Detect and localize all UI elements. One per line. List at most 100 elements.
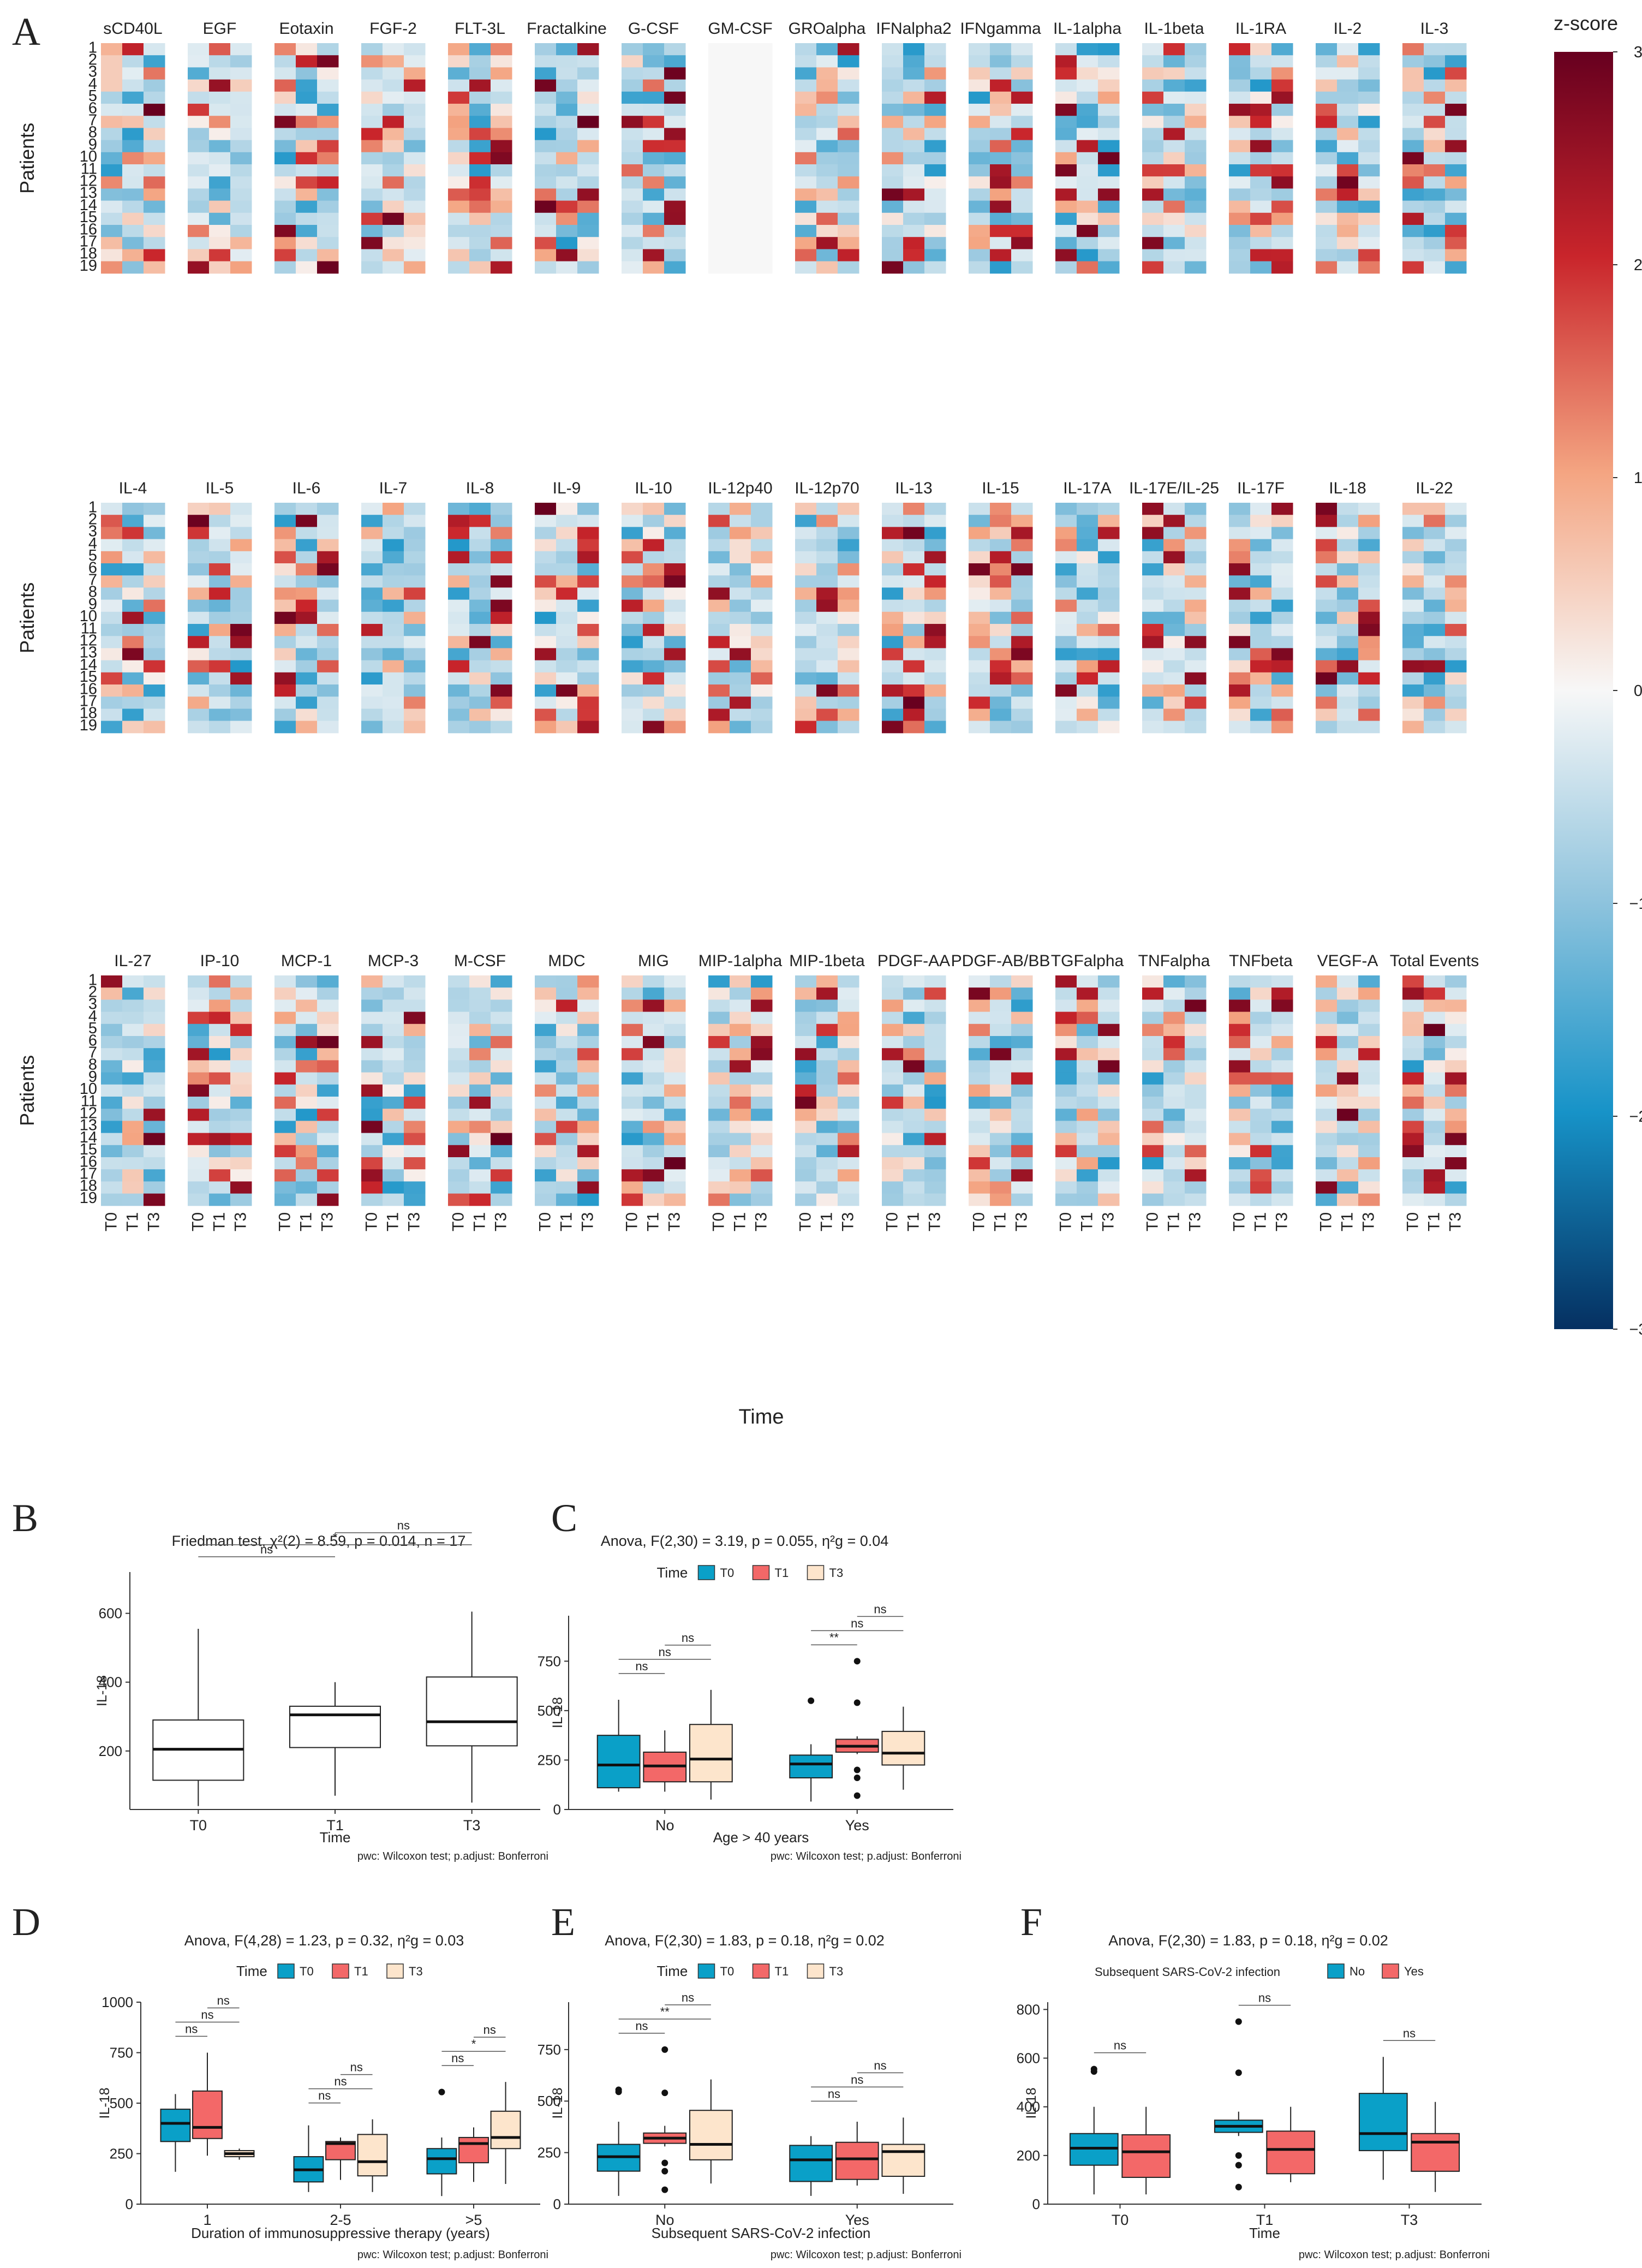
heatmap-cell [1077, 1072, 1098, 1085]
heatmap-cell [1445, 55, 1467, 68]
heatmap-cell [990, 503, 1012, 515]
chart-title: Anova, F(2,30) = 3.19, p = 0.055, η²g = … [601, 1533, 889, 1549]
heatmap-cell [1077, 611, 1098, 624]
heatmap-cell [664, 599, 686, 612]
heatmap-cell [1271, 648, 1293, 661]
heatmap-cell [448, 684, 470, 697]
legend-entry-label: T0 [720, 1965, 735, 1978]
significance-label: ns [185, 2022, 198, 2036]
heatmap-panel-title: IFNalpha2 [876, 20, 951, 38]
heatmap-cell [1337, 1145, 1359, 1158]
heatmap-cell [816, 261, 838, 274]
heatmap-cell [209, 261, 231, 274]
heatmap-cell [1424, 1193, 1446, 1206]
heatmap-cell [1316, 91, 1338, 104]
heatmap-cell [317, 128, 339, 141]
heatmap-cell [1250, 1023, 1272, 1037]
heatmap-cell [361, 1023, 383, 1037]
time-tick-label: T0 [276, 1212, 294, 1231]
heatmap-cell [469, 1023, 491, 1037]
heatmap-cell [1402, 611, 1424, 624]
heatmap-cell [383, 176, 404, 189]
heatmap-cell [1445, 225, 1467, 237]
heatmap-cell [708, 611, 730, 624]
heatmap-cell [1163, 128, 1185, 141]
heatmap-cell [622, 116, 643, 128]
heatmap-cell [708, 249, 730, 262]
heatmap-cell [795, 1109, 817, 1121]
heatmap-cell [1358, 249, 1380, 262]
heatmap-cell [1229, 1084, 1251, 1097]
heatmap-cell [1358, 1084, 1380, 1097]
heatmap-cell [491, 261, 512, 274]
heatmap-cell [1163, 188, 1185, 201]
heatmap-cell [1229, 999, 1251, 1013]
heatmap-cell [1424, 1036, 1446, 1049]
heatmap-cell [1402, 527, 1424, 540]
heatmap-cell [1142, 237, 1164, 249]
heatmap-cell [383, 648, 404, 661]
heatmap-cell [404, 200, 426, 213]
heatmap-cell [1011, 503, 1033, 515]
heatmap-cell [469, 128, 491, 141]
heatmap-cell [1337, 55, 1359, 68]
heatmap-cell [404, 140, 426, 153]
heatmap-cell [1402, 975, 1424, 988]
heatmap-cell [924, 709, 946, 722]
heatmap-cell [188, 225, 210, 237]
heatmap-cell [122, 975, 144, 988]
heatmap-cell [144, 212, 165, 225]
heatmap-cell [1337, 225, 1359, 237]
heatmap-cell [816, 648, 838, 661]
heatmap-cell [730, 515, 751, 527]
patient-row-label: 15 [80, 668, 97, 686]
heatmap-cell [1402, 684, 1424, 697]
heatmap-panel: IL-1RA [1229, 20, 1293, 274]
heatmap-cell [643, 599, 665, 612]
heatmap-cell [230, 1193, 252, 1206]
patient-row-label: 2 [88, 51, 97, 69]
heatmap-cell [1316, 684, 1338, 697]
heatmap-cell [404, 999, 426, 1013]
heatmap-cell [448, 1109, 470, 1121]
heatmap-cell [1402, 176, 1424, 189]
heatmap-panel-title: MIG [638, 952, 669, 970]
heatmap-cell [188, 515, 210, 527]
heatmap-cell [1011, 1145, 1033, 1158]
heatmap-cell [144, 539, 165, 552]
legend-swatch [1327, 1963, 1345, 1979]
heatmap-cell [730, 164, 751, 177]
heatmap-cell [882, 575, 904, 588]
heatmap-cell [1337, 660, 1359, 673]
heatmap-cell [1055, 575, 1077, 588]
heatmap-cell [1445, 1157, 1467, 1170]
heatmap-cell [296, 999, 318, 1013]
heatmap-cell [144, 1169, 165, 1182]
heatmap-cell [296, 1133, 318, 1146]
chart-footnote: pwc: Wilcoxon test; p.adjust: Bonferroni [1299, 2249, 1490, 2261]
heatmap-cell [1163, 1036, 1185, 1049]
legend-entry-label: T0 [720, 1566, 735, 1580]
heatmap-cell [1250, 527, 1272, 540]
time-tick-label: T3 [579, 1212, 597, 1231]
heatmap-cell [838, 237, 859, 249]
heatmap-panel: FGF-2 [361, 20, 426, 274]
heatmap-cell [795, 79, 817, 92]
heatmap-cell [882, 636, 904, 648]
heatmap-cell [903, 709, 925, 722]
heatmap-cell [230, 1060, 252, 1073]
heatmap-cell [317, 1011, 339, 1025]
x-axis-label: Time [1249, 2225, 1280, 2241]
heatmap-cell [990, 176, 1012, 189]
significance-label: ns [682, 1631, 694, 1645]
heatmap-cell [296, 539, 318, 552]
heatmap-cell [101, 200, 123, 213]
heatmap-cell [643, 697, 665, 709]
colorbar-tick-label: −3 [1629, 1321, 1642, 1338]
heatmap-cell [361, 636, 383, 648]
patient-row-label: 7 [88, 572, 97, 589]
heatmap-cell [708, 67, 730, 80]
heatmap-cell [383, 987, 404, 1000]
heatmap-cell [491, 1169, 512, 1182]
heatmap-cell [577, 249, 599, 262]
